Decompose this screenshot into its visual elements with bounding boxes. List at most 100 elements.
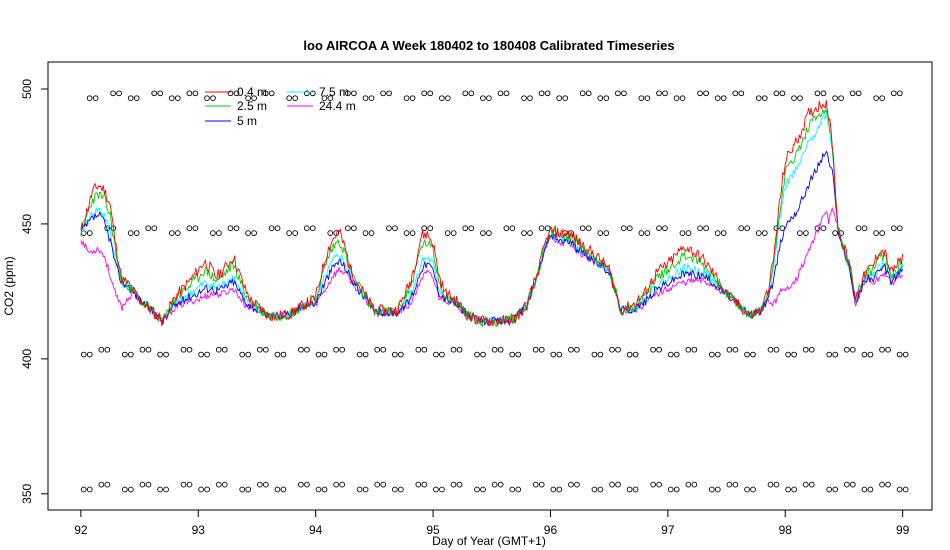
marker-point <box>879 95 886 102</box>
marker-point <box>145 481 152 488</box>
legend-label: 5 m <box>237 114 257 128</box>
marker-point <box>180 346 187 353</box>
marker-point <box>662 225 668 232</box>
marker-point <box>855 90 862 97</box>
marker-point <box>579 90 586 97</box>
marker-point <box>216 230 222 236</box>
marker-point <box>480 351 486 358</box>
marker-point <box>720 230 727 236</box>
marker-point <box>503 90 510 97</box>
marker-point <box>855 225 862 232</box>
marker-point <box>849 90 856 97</box>
marker-point <box>80 486 87 493</box>
marker-point <box>292 230 299 236</box>
marker-point <box>368 95 375 102</box>
marker-point <box>491 346 498 353</box>
marker-point <box>462 90 469 97</box>
marker-point <box>667 486 674 493</box>
marker-point <box>679 230 686 236</box>
x-tick-label: 94 <box>309 523 323 537</box>
marker-point <box>321 351 328 358</box>
marker-point <box>380 346 387 353</box>
marker-point <box>591 351 598 358</box>
marker-point <box>685 346 692 353</box>
y-tick-label: 500 <box>20 79 34 99</box>
marker-point <box>110 90 116 97</box>
marker-point <box>274 225 281 232</box>
marker-point <box>386 225 392 232</box>
marker-point <box>380 90 386 97</box>
marker-point <box>186 90 193 97</box>
marker-point <box>386 90 392 97</box>
marker-point <box>121 351 128 358</box>
marker-point <box>708 351 715 358</box>
marker-point <box>486 95 492 102</box>
marker-point <box>256 346 263 353</box>
marker-point <box>497 481 504 488</box>
marker-point <box>538 346 545 353</box>
marker-point <box>139 481 146 488</box>
marker-point <box>732 90 739 97</box>
marker-point <box>656 481 662 488</box>
marker-point <box>327 230 334 236</box>
marker-point <box>391 351 398 358</box>
marker-point <box>838 95 844 102</box>
marker-point <box>538 225 545 232</box>
marker-point <box>656 225 662 232</box>
marker-point <box>163 486 169 493</box>
marker-point <box>327 95 334 102</box>
marker-point <box>726 481 733 488</box>
marker-point <box>351 225 357 232</box>
marker-point <box>380 481 387 488</box>
marker-point <box>538 90 545 97</box>
marker-point <box>262 346 269 353</box>
marker-point <box>685 230 692 236</box>
marker-point <box>826 351 833 358</box>
marker-point <box>714 95 721 102</box>
marker-point <box>556 486 563 493</box>
marker-point <box>133 95 140 102</box>
marker-point <box>761 95 768 102</box>
marker-point <box>456 346 463 353</box>
marker-point <box>480 486 486 493</box>
marker-point <box>491 481 498 488</box>
marker-point <box>315 351 322 358</box>
marker-point <box>832 95 838 102</box>
marker-point <box>474 351 480 358</box>
marker-point <box>591 486 598 493</box>
marker-point <box>262 90 269 97</box>
marker-point <box>210 95 216 102</box>
marker-point <box>873 230 880 236</box>
plot-frame <box>47 61 933 511</box>
marker-point <box>885 481 891 488</box>
reference-markers <box>80 90 909 493</box>
marker-point <box>656 90 662 97</box>
marker-point <box>544 90 551 97</box>
marker-point <box>239 351 246 358</box>
marker-point <box>527 95 533 102</box>
marker-point <box>98 481 105 488</box>
marker-point <box>298 346 304 353</box>
marker-point <box>157 351 163 358</box>
marker-point <box>345 225 351 232</box>
marker-point <box>198 351 204 358</box>
marker-point <box>321 95 328 102</box>
marker-point <box>650 346 656 353</box>
x-axis-label: Day of Year (GMT+1) <box>432 534 546 548</box>
marker-point <box>632 486 639 493</box>
marker-point <box>409 230 416 236</box>
marker-point <box>239 486 246 493</box>
marker-point <box>732 346 739 353</box>
marker-point <box>345 90 351 97</box>
marker-point <box>304 346 310 353</box>
marker-point <box>579 225 586 232</box>
marker-point <box>885 346 891 353</box>
marker-point <box>814 90 821 97</box>
marker-point <box>750 486 756 493</box>
marker-point <box>86 230 93 236</box>
marker-point <box>527 230 533 236</box>
marker-point <box>292 95 299 102</box>
marker-point <box>121 486 128 493</box>
marker-point <box>574 481 580 488</box>
marker-point <box>497 90 504 97</box>
